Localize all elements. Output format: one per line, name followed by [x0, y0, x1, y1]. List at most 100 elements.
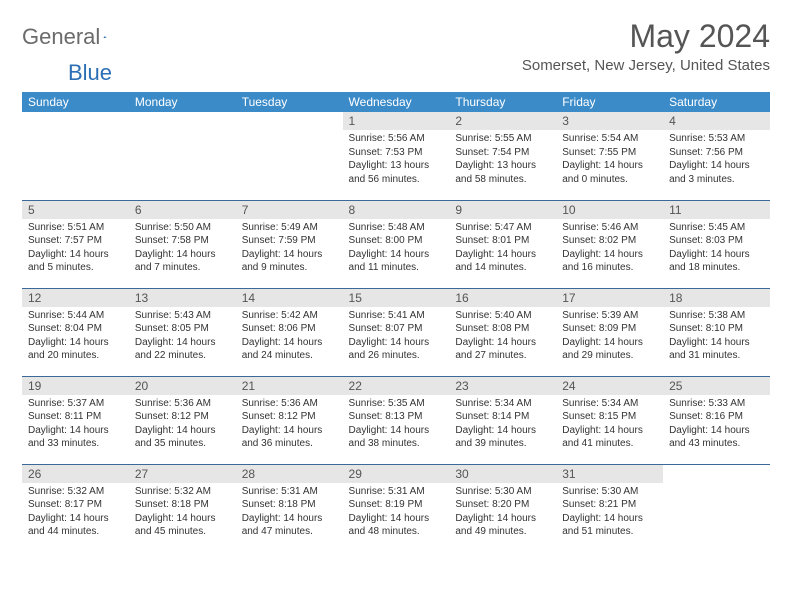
day-details: Sunrise: 5:32 AMSunset: 8:17 PMDaylight:…: [22, 483, 129, 543]
calendar-cell: 19Sunrise: 5:37 AMSunset: 8:11 PMDayligh…: [22, 376, 129, 464]
day-details: Sunrise: 5:38 AMSunset: 8:10 PMDaylight:…: [663, 307, 770, 367]
day-details: Sunrise: 5:49 AMSunset: 7:59 PMDaylight:…: [236, 219, 343, 279]
logo-text-blue: Blue: [68, 60, 112, 86]
weekday-row: SundayMondayTuesdayWednesdayThursdayFrid…: [22, 92, 770, 112]
calendar-cell: 13Sunrise: 5:43 AMSunset: 8:05 PMDayligh…: [129, 288, 236, 376]
calendar-cell: 21Sunrise: 5:36 AMSunset: 8:12 PMDayligh…: [236, 376, 343, 464]
day-details: Sunrise: 5:45 AMSunset: 8:03 PMDaylight:…: [663, 219, 770, 279]
calendar-cell: 27Sunrise: 5:32 AMSunset: 8:18 PMDayligh…: [129, 464, 236, 552]
day-number: [663, 465, 770, 483]
day-number: 25: [663, 377, 770, 395]
day-details: Sunrise: 5:44 AMSunset: 8:04 PMDaylight:…: [22, 307, 129, 367]
day-number: 4: [663, 112, 770, 130]
calendar-cell: [129, 112, 236, 200]
calendar-cell: 30Sunrise: 5:30 AMSunset: 8:20 PMDayligh…: [449, 464, 556, 552]
day-details: Sunrise: 5:54 AMSunset: 7:55 PMDaylight:…: [556, 130, 663, 190]
calendar-cell: 8Sunrise: 5:48 AMSunset: 8:00 PMDaylight…: [343, 200, 450, 288]
day-number: 13: [129, 289, 236, 307]
weekday-header: Saturday: [663, 92, 770, 112]
day-number: 26: [22, 465, 129, 483]
day-details: Sunrise: 5:42 AMSunset: 8:06 PMDaylight:…: [236, 307, 343, 367]
day-details: Sunrise: 5:30 AMSunset: 8:20 PMDaylight:…: [449, 483, 556, 543]
day-number: [22, 112, 129, 130]
day-number: 30: [449, 465, 556, 483]
logo: General: [22, 18, 127, 50]
day-number: 10: [556, 201, 663, 219]
day-number: 22: [343, 377, 450, 395]
calendar-week-row: 1Sunrise: 5:56 AMSunset: 7:53 PMDaylight…: [22, 112, 770, 200]
day-details: Sunrise: 5:36 AMSunset: 8:12 PMDaylight:…: [129, 395, 236, 455]
calendar-cell: 6Sunrise: 5:50 AMSunset: 7:58 PMDaylight…: [129, 200, 236, 288]
day-number: 19: [22, 377, 129, 395]
day-details: Sunrise: 5:36 AMSunset: 8:12 PMDaylight:…: [236, 395, 343, 455]
day-number: 12: [22, 289, 129, 307]
day-details: Sunrise: 5:46 AMSunset: 8:02 PMDaylight:…: [556, 219, 663, 279]
day-details: Sunrise: 5:33 AMSunset: 8:16 PMDaylight:…: [663, 395, 770, 455]
day-details: Sunrise: 5:47 AMSunset: 8:01 PMDaylight:…: [449, 219, 556, 279]
calendar-table: SundayMondayTuesdayWednesdayThursdayFrid…: [22, 92, 770, 552]
weekday-header: Wednesday: [343, 92, 450, 112]
calendar-cell: 10Sunrise: 5:46 AMSunset: 8:02 PMDayligh…: [556, 200, 663, 288]
day-number: 27: [129, 465, 236, 483]
calendar-cell: 15Sunrise: 5:41 AMSunset: 8:07 PMDayligh…: [343, 288, 450, 376]
day-details: Sunrise: 5:39 AMSunset: 8:09 PMDaylight:…: [556, 307, 663, 367]
calendar-cell: 22Sunrise: 5:35 AMSunset: 8:13 PMDayligh…: [343, 376, 450, 464]
calendar-cell: 11Sunrise: 5:45 AMSunset: 8:03 PMDayligh…: [663, 200, 770, 288]
day-number: 23: [449, 377, 556, 395]
day-details: Sunrise: 5:56 AMSunset: 7:53 PMDaylight:…: [343, 130, 450, 190]
calendar-cell: 5Sunrise: 5:51 AMSunset: 7:57 PMDaylight…: [22, 200, 129, 288]
title-block: May 2024 Somerset, New Jersey, United St…: [522, 18, 770, 74]
day-number: 11: [663, 201, 770, 219]
weekday-header: Monday: [129, 92, 236, 112]
day-details: Sunrise: 5:50 AMSunset: 7:58 PMDaylight:…: [129, 219, 236, 279]
calendar-cell: 31Sunrise: 5:30 AMSunset: 8:21 PMDayligh…: [556, 464, 663, 552]
day-number: 1: [343, 112, 450, 130]
day-number: 15: [343, 289, 450, 307]
day-number: 2: [449, 112, 556, 130]
day-details: Sunrise: 5:40 AMSunset: 8:08 PMDaylight:…: [449, 307, 556, 367]
calendar-head: SundayMondayTuesdayWednesdayThursdayFrid…: [22, 92, 770, 112]
day-number: 7: [236, 201, 343, 219]
day-number: 31: [556, 465, 663, 483]
calendar-cell: 29Sunrise: 5:31 AMSunset: 8:19 PMDayligh…: [343, 464, 450, 552]
day-details: Sunrise: 5:55 AMSunset: 7:54 PMDaylight:…: [449, 130, 556, 190]
calendar-cell: [22, 112, 129, 200]
day-number: [129, 112, 236, 130]
day-number: 16: [449, 289, 556, 307]
calendar-cell: 9Sunrise: 5:47 AMSunset: 8:01 PMDaylight…: [449, 200, 556, 288]
weekday-header: Thursday: [449, 92, 556, 112]
day-number: 28: [236, 465, 343, 483]
calendar-body: 1Sunrise: 5:56 AMSunset: 7:53 PMDaylight…: [22, 112, 770, 552]
day-number: 5: [22, 201, 129, 219]
calendar-cell: 17Sunrise: 5:39 AMSunset: 8:09 PMDayligh…: [556, 288, 663, 376]
logo-text-general: General: [22, 24, 100, 50]
day-number: [236, 112, 343, 130]
calendar-cell: [236, 112, 343, 200]
location: Somerset, New Jersey, United States: [522, 57, 770, 74]
calendar-cell: 4Sunrise: 5:53 AMSunset: 7:56 PMDaylight…: [663, 112, 770, 200]
calendar-cell: 16Sunrise: 5:40 AMSunset: 8:08 PMDayligh…: [449, 288, 556, 376]
day-number: 6: [129, 201, 236, 219]
day-details: Sunrise: 5:48 AMSunset: 8:00 PMDaylight:…: [343, 219, 450, 279]
day-number: 3: [556, 112, 663, 130]
calendar-cell: 18Sunrise: 5:38 AMSunset: 8:10 PMDayligh…: [663, 288, 770, 376]
weekday-header: Friday: [556, 92, 663, 112]
calendar-cell: 7Sunrise: 5:49 AMSunset: 7:59 PMDaylight…: [236, 200, 343, 288]
weekday-header: Tuesday: [236, 92, 343, 112]
day-details: Sunrise: 5:30 AMSunset: 8:21 PMDaylight:…: [556, 483, 663, 543]
calendar-cell: 12Sunrise: 5:44 AMSunset: 8:04 PMDayligh…: [22, 288, 129, 376]
day-details: Sunrise: 5:35 AMSunset: 8:13 PMDaylight:…: [343, 395, 450, 455]
day-details: Sunrise: 5:34 AMSunset: 8:15 PMDaylight:…: [556, 395, 663, 455]
sail-icon: [103, 28, 107, 46]
calendar-week-row: 26Sunrise: 5:32 AMSunset: 8:17 PMDayligh…: [22, 464, 770, 552]
day-number: 8: [343, 201, 450, 219]
month-title: May 2024: [522, 18, 770, 55]
day-details: Sunrise: 5:41 AMSunset: 8:07 PMDaylight:…: [343, 307, 450, 367]
calendar-cell: 26Sunrise: 5:32 AMSunset: 8:17 PMDayligh…: [22, 464, 129, 552]
day-details: Sunrise: 5:51 AMSunset: 7:57 PMDaylight:…: [22, 219, 129, 279]
calendar-cell: 25Sunrise: 5:33 AMSunset: 8:16 PMDayligh…: [663, 376, 770, 464]
day-details: Sunrise: 5:31 AMSunset: 8:19 PMDaylight:…: [343, 483, 450, 543]
weekday-header: Sunday: [22, 92, 129, 112]
calendar-cell: [663, 464, 770, 552]
day-details: Sunrise: 5:43 AMSunset: 8:05 PMDaylight:…: [129, 307, 236, 367]
